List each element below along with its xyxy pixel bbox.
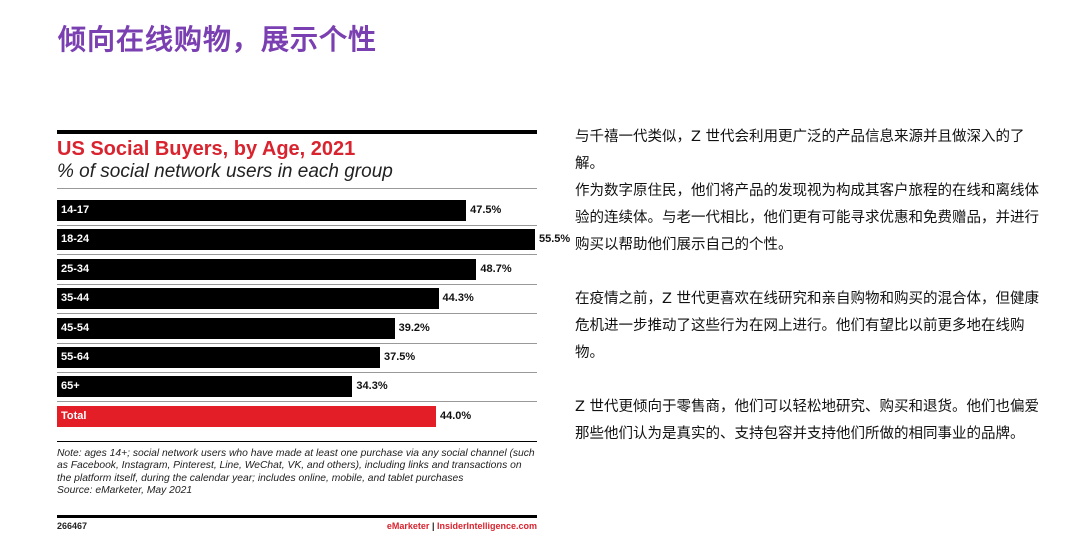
value-label: 39.2% — [398, 321, 430, 334]
bar-35-44: 35-44 — [57, 288, 439, 310]
row-separator — [57, 313, 537, 315]
category-label: 25-34 — [61, 262, 90, 275]
brand-insider: InsiderIntelligence.com — [436, 521, 537, 531]
value-label: 48.7% — [480, 262, 512, 275]
chart-subtitle: % of social network users in each group — [57, 161, 393, 182]
subtitle-rule — [57, 188, 537, 189]
bar-45-54: 45-54 — [57, 317, 395, 339]
value-label: 44.0% — [439, 409, 472, 422]
figure-id: 266467 — [57, 521, 88, 531]
row-separator — [57, 254, 537, 256]
bar-18-24: 18-24 — [57, 229, 535, 251]
category-label: 65+ — [61, 380, 80, 393]
category-label: 35-44 — [61, 292, 90, 305]
category-label: Total — [61, 409, 87, 422]
bar-65+: 65+ — [57, 376, 353, 398]
bar-chart: US Social Buyers, by Age, 2021 % of soci… — [57, 130, 570, 535]
bottom-rule — [57, 515, 537, 518]
value-label: 34.3% — [356, 380, 388, 393]
top-rule — [57, 130, 537, 134]
body-text: 与千禧一代类似，Z 世代会利用更广泛的产品信息来源并且做深入的了解。 作为数字原… — [575, 124, 1045, 475]
bar-55-64: 55-64 — [57, 347, 380, 368]
paragraph: 与千禧一代类似，Z 世代会利用更广泛的产品信息来源并且做深入的了解。 作为数字原… — [575, 129, 1039, 253]
row-separator — [57, 283, 537, 285]
brand-emarketer: eMarketer — [386, 521, 430, 531]
brand: eMarketer | InsiderIntelligence.com — [387, 521, 537, 531]
source-text: Source: eMarketer, May 2021 — [57, 484, 193, 496]
note-rule — [57, 441, 537, 442]
bar-14-17: 14-17 — [57, 200, 467, 221]
row-separator — [57, 342, 537, 344]
chart-note: Note: ages 14+; social network users who… — [57, 448, 537, 497]
value-label: 55.5% — [539, 233, 571, 246]
slide-title: 倾向在线购物，展示个性 — [58, 23, 378, 56]
bar-Total: Total — [57, 405, 436, 427]
value-label: 37.5% — [383, 351, 416, 363]
paragraph: Z 世代更倾向于零售商，他们可以轻松地研究、购买和退货。他们也偏爱那些他们认为是… — [575, 399, 1040, 442]
row-separator — [57, 401, 537, 403]
row-separator — [57, 372, 537, 373]
value-label: 47.5% — [470, 204, 502, 216]
bar-25-34: 25-34 — [57, 258, 477, 280]
category-label: 14-17 — [61, 204, 90, 216]
category-label: 45-54 — [61, 321, 90, 334]
chart-title: US Social Buyers, by Age, 2021 — [57, 138, 356, 160]
category-label: 55-64 — [61, 351, 90, 363]
note-text: Note: ages 14+; social network users who… — [57, 448, 535, 484]
row-separator — [57, 225, 537, 226]
category-label: 18-24 — [61, 233, 90, 246]
brand-separator: | — [429, 521, 437, 531]
paragraph: 在疫情之前，Z 世代更喜欢在线研究和亲自购物和购买的混合体，但健康危机进一步推动… — [575, 291, 1040, 361]
value-label: 44.3% — [442, 292, 474, 305]
